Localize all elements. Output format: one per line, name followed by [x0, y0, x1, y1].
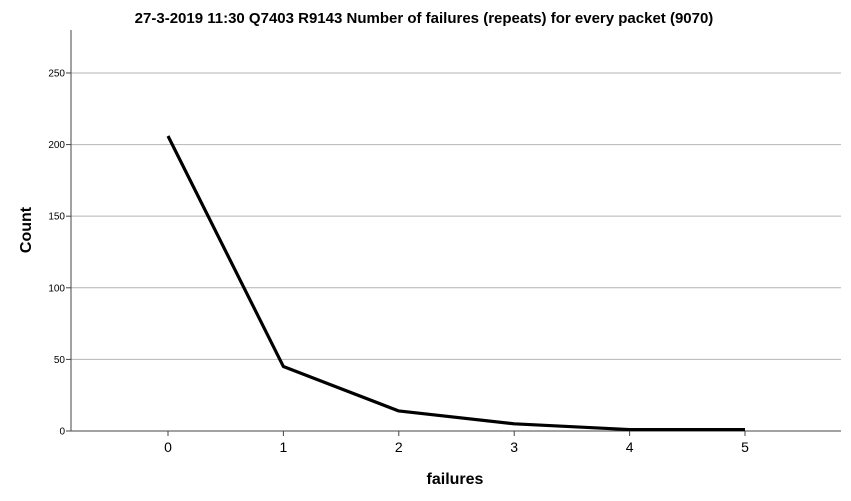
- x-axis-label: failures: [427, 471, 484, 488]
- y-tick-label: 200: [48, 140, 65, 151]
- y-tick-label: 0: [59, 427, 65, 438]
- y-tick-label: 250: [48, 68, 65, 79]
- series-line: [166, 135, 745, 432]
- y-axis-label: Count: [18, 206, 35, 253]
- x-tick-label: 3: [510, 439, 518, 455]
- y-tick-label: 150: [48, 212, 65, 223]
- gridlines: [71, 72, 841, 360]
- chart-title: 27-3-2019 11:30 Q7403 R9143 Number of fa…: [135, 10, 714, 27]
- x-tick-label: 1: [280, 439, 288, 455]
- x-tick-label: 4: [626, 439, 634, 455]
- y-tick-label: 50: [54, 355, 66, 366]
- x-tick-label: 5: [741, 439, 749, 455]
- x-tick-labels: 0 1 2 3 4 5: [164, 439, 749, 455]
- x-tick-label: 0: [164, 439, 172, 455]
- y-tick-label: 100: [48, 283, 65, 294]
- axes: [66, 30, 841, 436]
- y-tick-labels: 0 50 100 150 200 250: [48, 68, 65, 437]
- series-layer: [166, 135, 745, 432]
- x-tick-label: 2: [395, 439, 403, 455]
